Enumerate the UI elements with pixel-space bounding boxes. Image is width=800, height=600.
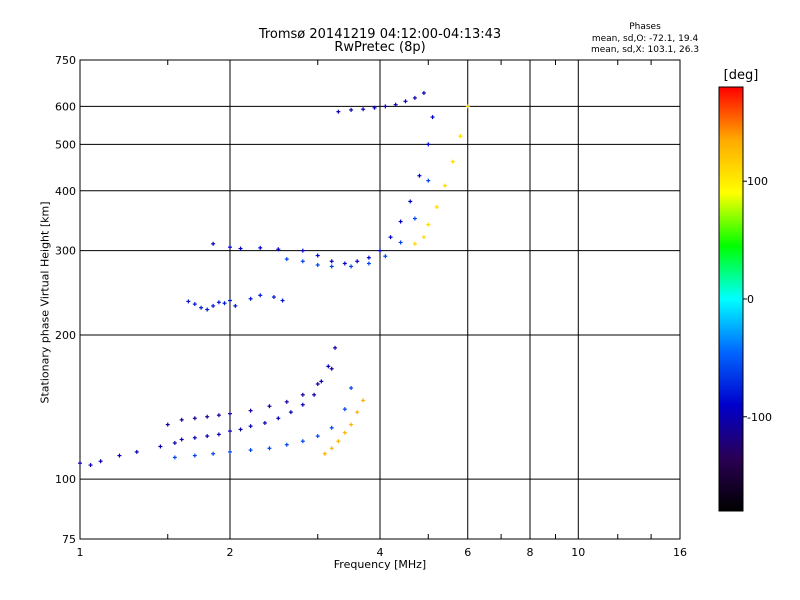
y-tick-label: 600 bbox=[55, 100, 76, 113]
colorbar-tick-label: 0 bbox=[747, 293, 754, 306]
chart-title: Tromsø 20141219 04:12:00-04:13:43 bbox=[258, 27, 502, 42]
colorbar-label: [deg] bbox=[723, 68, 759, 83]
x-tick-label: 4 bbox=[377, 546, 384, 559]
stats-line-o: mean, sd,O: -72.1, 19.4 bbox=[591, 34, 699, 44]
y-tick-label: 200 bbox=[55, 329, 76, 342]
x-tick-label: 10 bbox=[571, 546, 585, 559]
x-tick-label: 6 bbox=[464, 546, 471, 559]
chart-subtitle: RwPretec (8p) bbox=[334, 40, 426, 55]
x-axis-label: Frequency [MHz] bbox=[333, 558, 427, 571]
stats-line-x: mean, sd,X: 103.1, 26.3 bbox=[590, 45, 700, 55]
y-tick-label: 75 bbox=[62, 533, 76, 546]
x-tick-label: 8 bbox=[527, 546, 534, 559]
x-tick-label: 2 bbox=[227, 546, 234, 559]
y-tick-label: 300 bbox=[55, 245, 76, 258]
colorbar bbox=[718, 86, 744, 512]
colorbar-tick-label: -100 bbox=[747, 411, 772, 424]
y-tick-label: 500 bbox=[55, 138, 76, 151]
x-tick-label: 1 bbox=[77, 546, 84, 559]
stats-header: Phases bbox=[629, 22, 661, 32]
y-tick-label: 750 bbox=[55, 54, 76, 67]
x-tick-label: 16 bbox=[673, 546, 687, 559]
y-tick-label: 100 bbox=[55, 473, 76, 486]
colorbar-tick-label: 100 bbox=[747, 175, 768, 188]
y-tick-label: 400 bbox=[55, 185, 76, 198]
